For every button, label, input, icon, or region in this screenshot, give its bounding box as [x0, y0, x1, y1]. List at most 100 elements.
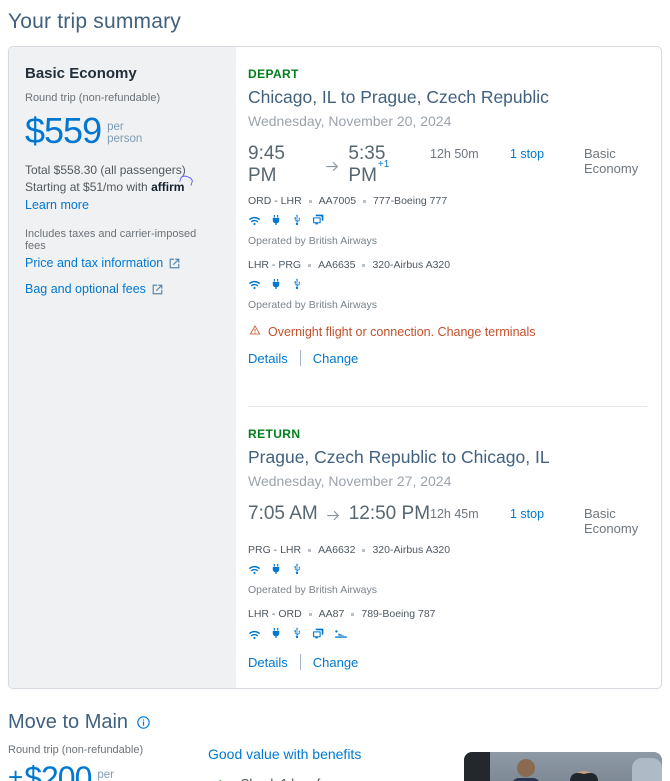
return-segment-1: PRG - LHR AA6632 320-Airbus A320 Operate… [248, 544, 647, 596]
per-label: per [107, 121, 124, 133]
depart-stops-link[interactable]: 1 stop [510, 147, 545, 161]
depart-details-link[interactable]: Details [248, 350, 288, 366]
return-segment-2: LHR - ORD AA87 789-Boeing 787 [248, 608, 647, 640]
wifi-icon [248, 627, 261, 640]
benefits-list: Good value with benefits Check 1 bag fre… [208, 744, 464, 781]
depart-links: Details Change [248, 350, 647, 366]
return-details-link[interactable]: Details [248, 654, 288, 670]
operated-by: Operated by British Airways [248, 584, 377, 596]
power-icon [270, 214, 282, 226]
legs-divider [248, 406, 647, 407]
aircraft-type: 320-Airbus A320 [372, 544, 451, 556]
financing-prefix: Starting at $51/mo with [25, 180, 148, 194]
check-icon [208, 776, 225, 781]
power-icon [270, 278, 282, 290]
separator-square [308, 263, 312, 267]
separator-square [362, 263, 366, 267]
return-change-link[interactable]: Change [312, 654, 359, 670]
link-divider [299, 654, 301, 670]
aircraft-type: 777-Boeing 777 [373, 195, 448, 207]
day-offset-badge: +1 [377, 159, 390, 170]
amenity-icons [248, 213, 647, 226]
overnight-warning: Overnight flight or connection. Change t… [248, 323, 647, 340]
info-icon[interactable] [136, 715, 151, 730]
total-price: Total $558.30 (all passengers) [25, 163, 186, 177]
per-person-label: per person [97, 769, 132, 781]
segment-route: ORD - LHR [248, 195, 302, 207]
financing-line: Starting at $51/mo with affirm [25, 179, 220, 196]
flight-line: ORD - LHR AA7005 777-Boeing 777 [248, 195, 647, 207]
return-links: Details Change [248, 654, 647, 670]
operated-by: Operated by British Airways [248, 235, 377, 247]
wifi-icon [248, 277, 261, 290]
amenity-icons [248, 277, 647, 290]
trip-type-label: Round trip (non-refundable) [25, 92, 161, 104]
return-label: RETURN [248, 427, 301, 441]
cabin-name: Basic Economy [25, 65, 137, 82]
per-label: per [97, 769, 114, 781]
flight-number: AA6632 [318, 544, 356, 556]
depart-change-link[interactable]: Change [312, 350, 359, 366]
depart-segment-1: ORD - LHR AA7005 777-Boeing 777 Operated… [248, 195, 647, 247]
benefit-item: Check 1 bag free [208, 776, 464, 781]
segment-route: PRG - LHR [248, 544, 302, 556]
flight-number: AA87 [318, 608, 345, 620]
price-tax-link[interactable]: Price and tax information [25, 256, 164, 270]
segment-route: LHR - ORD [248, 608, 302, 620]
plus-sign: + [8, 762, 24, 781]
depart-times: 9:45 PM 5:35 PM+1 [248, 143, 430, 187]
taxes-note: Includes taxes and carrier-imposed fees [25, 228, 197, 252]
return-route-title: Prague, Czech Republic to Chicago, IL [248, 447, 550, 467]
depart-block: DEPART Chicago, IL to Prague, Czech Repu… [248, 67, 647, 366]
return-stops-link[interactable]: 1 stop [510, 507, 545, 521]
upsell-pricing: Round trip (non-refundable) + $200 per p… [8, 744, 200, 781]
pricing-panel: Basic Economy Round trip (non-refundable… [9, 47, 236, 688]
power-icon [270, 563, 282, 575]
usb-icon [291, 627, 303, 639]
warning-text: Overnight flight or connection. Change t… [268, 324, 536, 339]
upsell-price: $200 [24, 760, 92, 781]
flight-number: AA7005 [318, 195, 357, 207]
external-link-icon [151, 283, 164, 296]
upsell-trip-type: Round trip (non-refundable) [8, 744, 144, 756]
usb-icon [291, 214, 303, 226]
operated-by: Operated by British Airways [248, 299, 377, 311]
flat-seat-icon [334, 626, 348, 640]
entertainment-icon [312, 213, 325, 226]
entertainment-icon [312, 627, 325, 640]
upsell-price-row: + $200 per person [8, 760, 200, 781]
bag-fees-link[interactable]: Bag and optional fees [25, 282, 146, 296]
arrive-time: 12:50 PM [348, 503, 431, 524]
affirm-logo: affirm [151, 180, 185, 194]
flight-line: LHR - PRG AA6635 320-Airbus A320 [248, 259, 647, 271]
warning-triangle-icon [248, 323, 262, 340]
depart-route-title: Chicago, IL to Prague, Czech Republic [248, 87, 549, 107]
separator-square [308, 612, 312, 616]
return-cabin: Basic Economy [584, 506, 639, 536]
link-divider [299, 350, 301, 366]
usb-icon [291, 563, 303, 575]
depart-time: 7:05 AM [248, 503, 318, 524]
separator-square [362, 548, 366, 552]
arrow-right-icon [326, 508, 341, 523]
flight-line: LHR - ORD AA87 789-Boeing 787 [248, 608, 647, 620]
learn-more-link[interactable]: Learn more [25, 198, 89, 212]
upsell-header: Move to Main [8, 711, 662, 734]
benefit-text: Check 1 bag free [240, 776, 339, 781]
depart-duration: 12h 50m [430, 147, 479, 161]
return-time-row: 7:05 AM 12:50 PM 12h 45m 1 stop Basic Ec… [248, 503, 647, 536]
amenity-icons [248, 626, 647, 640]
usb-icon [291, 278, 303, 290]
page-title: Your trip summary [8, 10, 182, 33]
arrive-time: 5:35 PM+1 [348, 143, 390, 186]
depart-time-row: 9:45 PM 5:35 PM+1 12h 50m 1 stop Basic E… [248, 143, 647, 187]
depart-cabin: Basic Economy [584, 146, 639, 176]
segment-route: LHR - PRG [248, 259, 302, 271]
price-amount: $559 [25, 110, 102, 151]
depart-time: 9:45 PM [248, 143, 285, 186]
arrow-right-icon [325, 159, 340, 174]
return-date: Wednesday, November 27, 2024 [248, 473, 452, 489]
wifi-icon [248, 562, 261, 575]
separator-square [308, 199, 312, 203]
